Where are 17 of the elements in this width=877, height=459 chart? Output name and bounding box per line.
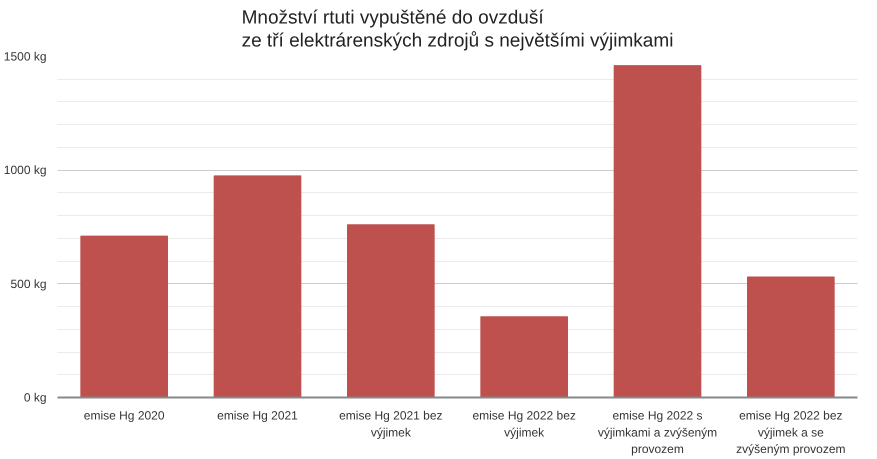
y-tick-label: 1000 kg — [4, 163, 46, 178]
y-tick-label: 1500 kg — [4, 50, 46, 64]
bar — [747, 276, 835, 398]
bar — [347, 224, 435, 398]
x-tick-label: emise Hg 2021 bez výjimek — [339, 408, 443, 440]
chart-title: Množství rtuti vypuštěné do ovzduší ze tří elektrárenských zdrojů s největšími výjimkami — [242, 7, 674, 52]
x-tick-label: emise Hg 2022 bez výjimek — [472, 408, 576, 440]
x-tick-label: emise Hg 2022 s výjimkami a zvýšeným provozem — [598, 408, 718, 456]
x-tick-label: emise Hg 2020 — [84, 408, 165, 422]
bar — [614, 65, 702, 398]
y-tick-label: 500 kg — [10, 276, 46, 291]
x-tick-label: emise Hg 2022 bez výjimek a se zvýšeným provozem — [736, 408, 846, 456]
bar — [80, 236, 168, 398]
y-tick-label: 0 kg — [24, 390, 47, 404]
x-tick-label: emise Hg 2021 — [217, 408, 298, 422]
bar — [214, 175, 302, 398]
bar — [480, 316, 568, 398]
